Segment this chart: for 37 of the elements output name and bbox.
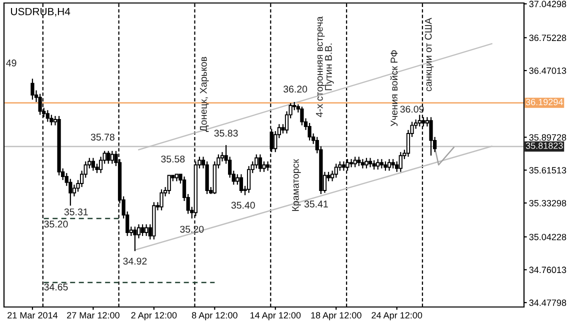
text: 49 — [6, 60, 16, 66]
ref-line-label: 36.19294 — [526, 98, 563, 106]
y-tick-label: 36.75228 — [529, 34, 566, 42]
chart-title: USDRUB,H4 — [11, 8, 70, 16]
x-tick-label: 14 Apr 12:00 — [250, 312, 301, 320]
x-tick-label: 18 Apr 12:00 — [311, 312, 362, 320]
y-tick-label: 35.89728 — [529, 134, 566, 141]
annotation: 36.20 — [284, 86, 308, 93]
annotation: 35.41 — [304, 200, 328, 208]
annotation: 35.78 — [90, 134, 114, 141]
x-tick-label: 2 Apr 12:00 — [131, 312, 177, 320]
x-tick-label: 24 Apr 12:00 — [372, 312, 422, 320]
y-tick-label: 34.47798 — [529, 300, 566, 306]
annotation: Учения войск РФ — [390, 50, 398, 126]
annotation: 36.09 — [400, 106, 424, 113]
y-tick-label: 35.61513 — [529, 167, 566, 174]
annotation: 34.65 — [44, 284, 68, 290]
annotation: 4-х сторонняя встреча Путин В.В. — [316, 16, 334, 118]
annotation: Краматорск — [292, 159, 301, 211]
y-tick-label: 34.76013 — [529, 266, 566, 274]
annotation: санкции от США — [424, 18, 434, 92]
annotation: 35.20 — [44, 220, 68, 228]
annotation: 34.92 — [123, 258, 147, 265]
y-tick-label: 36.47013 — [529, 68, 566, 74]
x-tick-label: 8 Apr 12:00 — [192, 312, 238, 320]
y-tick-label: 37.04298 — [529, 0, 566, 8]
ref-line-label: 35.81823 — [526, 142, 563, 149]
y-tick-label: 35.04228 — [529, 234, 566, 240]
x-tick-label: 27 Mar 12:00 — [67, 312, 120, 318]
annotation: 35.40 — [231, 202, 255, 209]
annotation: 35.31 — [64, 208, 88, 216]
y-tick-label: 35.33298 — [529, 200, 566, 206]
x-tick-label: 21 Mar 2014 — [8, 312, 58, 318]
annotation: 35.83 — [214, 130, 238, 137]
annotation: 35.58 — [161, 156, 185, 162]
annotation: 35.20 — [180, 226, 204, 233]
annotation: Донецк, Харьков — [200, 56, 209, 132]
